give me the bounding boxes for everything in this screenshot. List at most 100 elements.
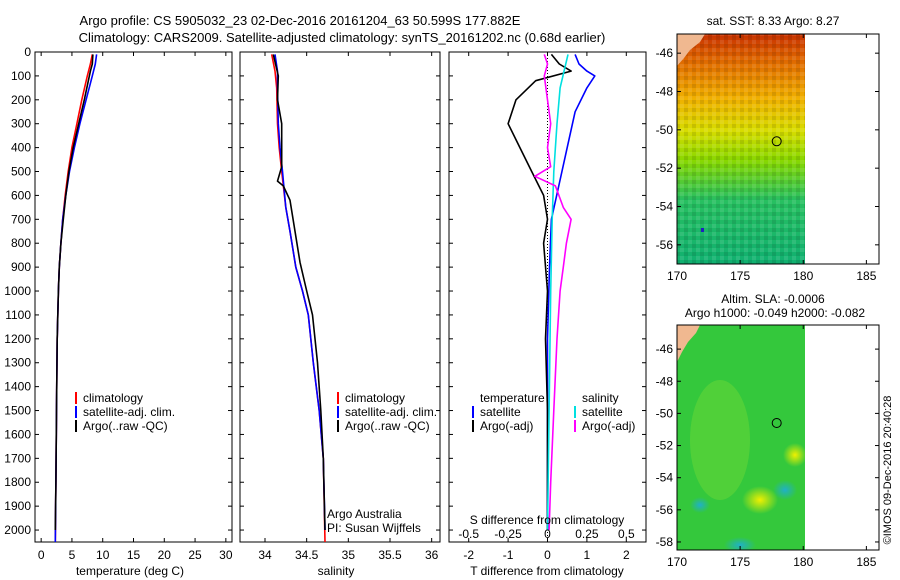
map-x-tick-label: 170 [667, 269, 687, 283]
sal-satellite-diff-line [546, 54, 569, 531]
x-tick-label: 25 [188, 548, 202, 562]
sst-map-title: sat. SST: 8.33 Argo: 8.27 [707, 14, 840, 28]
map-y-tick-label: -48 [656, 374, 674, 388]
depth-tick-label: 1800 [4, 475, 31, 489]
map-y-tick-label: -54 [656, 200, 674, 214]
salinity-panel: 34 34.5 35 35.5 36 salinity climatology sate… [239, 51, 441, 578]
temperature-plot-frame [34, 51, 233, 543]
sla-map-axes: 170 175 180 185 -46 -48 -50 -52 -54 -56 -58 [656, 325, 879, 569]
depth-tick-label: 0 [24, 45, 31, 59]
figure-title-line2: Climatology: CARS2009. Satellite-adjuste… [79, 30, 606, 45]
map-x-tick-label: 170 [667, 555, 687, 569]
depth-tick-label: 1100 [5, 308, 31, 322]
legend-label-argo: Argo(..raw -QC) [345, 419, 430, 433]
sst-map-frame [676, 33, 880, 265]
sal-argo-diff-line [534, 54, 572, 531]
sla-map-title: Altim. SLA: -0.0006 [721, 292, 825, 306]
legend-label-sal-argo: Argo(-adj) [582, 419, 635, 433]
map-x-tick-label: 180 [793, 269, 813, 283]
depth-tick-label: 400 [11, 141, 31, 155]
sla-heatmap [677, 325, 805, 550]
depth-tick-label: 600 [11, 188, 31, 202]
x-tick-label: -2 [463, 548, 474, 562]
depth-tick-label: 700 [11, 212, 31, 226]
depth-tick-label: 2000 [4, 523, 31, 537]
x-tick-label: 35 [342, 548, 356, 562]
s-difference-label: S difference from climatology [470, 513, 625, 527]
x-tick-label: 10 [96, 548, 110, 562]
difference-panel: -2 -1 0 1 2 S difference from climatology -0… [448, 51, 647, 578]
depth-tick-label: 500 [11, 165, 31, 179]
s-diff-tick-label: 0 [544, 527, 551, 541]
sst-texture [677, 34, 805, 264]
legend-label-climatology: climatology [83, 391, 143, 405]
difference-depth-ticks [449, 51, 646, 531]
sla-map-panel: Altim. SLA: -0.0006 Argo h1000: -0.049 h… [656, 292, 880, 569]
map-x-tick-label: 185 [856, 269, 876, 283]
x-tick-label: 0 [38, 548, 45, 562]
legend-title-salinity: salinity [582, 391, 619, 405]
map-y-tick-label: -54 [656, 471, 674, 485]
depth-tick-label: 1500 [4, 404, 31, 418]
x-tick-label: 35.5 [378, 548, 402, 562]
map-y-tick-label: -56 [656, 238, 674, 252]
depth-tick-label: 100 [11, 69, 31, 83]
x-tick-label: 36 [425, 548, 439, 562]
salinity-legend: climatology satellite-adj. clim. Argo(..… [337, 391, 437, 433]
legend-label-temp-satellite: satellite [480, 405, 521, 419]
map-y-tick-label: -52 [656, 161, 674, 175]
map-x-tick-label: 180 [793, 555, 813, 569]
map-y-tick-label: -56 [656, 503, 674, 517]
imos-watermark: ©IMOS 09-Dec-2016 20:40:28 [882, 396, 894, 545]
temp-satellite-diff-line [546, 54, 596, 530]
s-diff-tick-label: 0.25 [575, 527, 599, 541]
depth-tick-label: 1000 [4, 284, 31, 298]
argo-line [272, 54, 326, 531]
depth-tick-label: 1600 [4, 427, 31, 441]
sla-anomaly-blue-2 [724, 537, 756, 550]
land-mass [677, 325, 700, 362]
map-y-tick-label: -52 [656, 439, 674, 453]
map-x-tick-label: 175 [730, 269, 750, 283]
depth-tick-label: 1400 [4, 380, 31, 394]
x-tick-label: 30 [219, 548, 233, 562]
temperature-xlabel: temperature (deg C) [76, 564, 184, 578]
depth-tick-label: 300 [11, 117, 31, 131]
figure-title-line1: Argo profile: CS 5905032_23 02-Dec-2016 … [80, 13, 521, 28]
salinity-depth-ticks [240, 51, 440, 531]
credit-line1: Argo Australia [327, 507, 402, 521]
depth-tick-label: 1200 [4, 332, 31, 346]
sst-blue-pixel [701, 228, 704, 232]
sla-anomaly-light [690, 380, 750, 500]
depth-tick-label: 1300 [4, 356, 31, 370]
x-tick-label: 1 [584, 548, 591, 562]
map-y-tick-label: -58 [656, 535, 674, 549]
salinity-profiles [270, 54, 326, 543]
legend-label-argo: Argo(..raw -QC) [83, 419, 168, 433]
x-tick-label: 34.5 [295, 548, 319, 562]
x-tick-label: 15 [127, 548, 141, 562]
sst-map-panel: sat. SST: 8.33 Argo: 8.27 170 175 180 185 -4… [656, 14, 880, 283]
land-mass [677, 34, 705, 66]
sla-anomaly-blue [773, 480, 797, 500]
sla-anomaly-blue-3 [690, 497, 710, 513]
climatology-line [270, 54, 326, 543]
temperature-legend: climatology satellite-adj. clim. Argo(..… [75, 391, 175, 433]
map-y-tick-label: -50 [656, 123, 674, 137]
legend-label-temp-argo: Argo(-adj) [480, 419, 533, 433]
sla-map-subtitle: Argo h1000: -0.049 h2000: -0.082 [685, 306, 865, 320]
map-y-tick-label: -50 [656, 406, 674, 420]
depth-tick-label: 200 [11, 93, 31, 107]
s-difference-ticks: -0.5 -0.25 0 0.25 0.5 [458, 527, 635, 541]
salinity-plot-frame [239, 51, 441, 543]
credit-line2: PI: Susan Wijffels [327, 521, 421, 535]
sst-heatmap [677, 34, 805, 264]
legend-title-temperature: temperature [480, 391, 545, 405]
legend-label-climatology: climatology [345, 391, 405, 405]
temperature-panel: 0100200300400500600700800900100011001200… [4, 45, 233, 578]
s-diff-tick-label: -0.25 [494, 527, 522, 541]
map-x-tick-label: 185 [856, 555, 876, 569]
x-tick-label: 0 [544, 548, 551, 562]
depth-tick-label: 800 [11, 236, 31, 250]
